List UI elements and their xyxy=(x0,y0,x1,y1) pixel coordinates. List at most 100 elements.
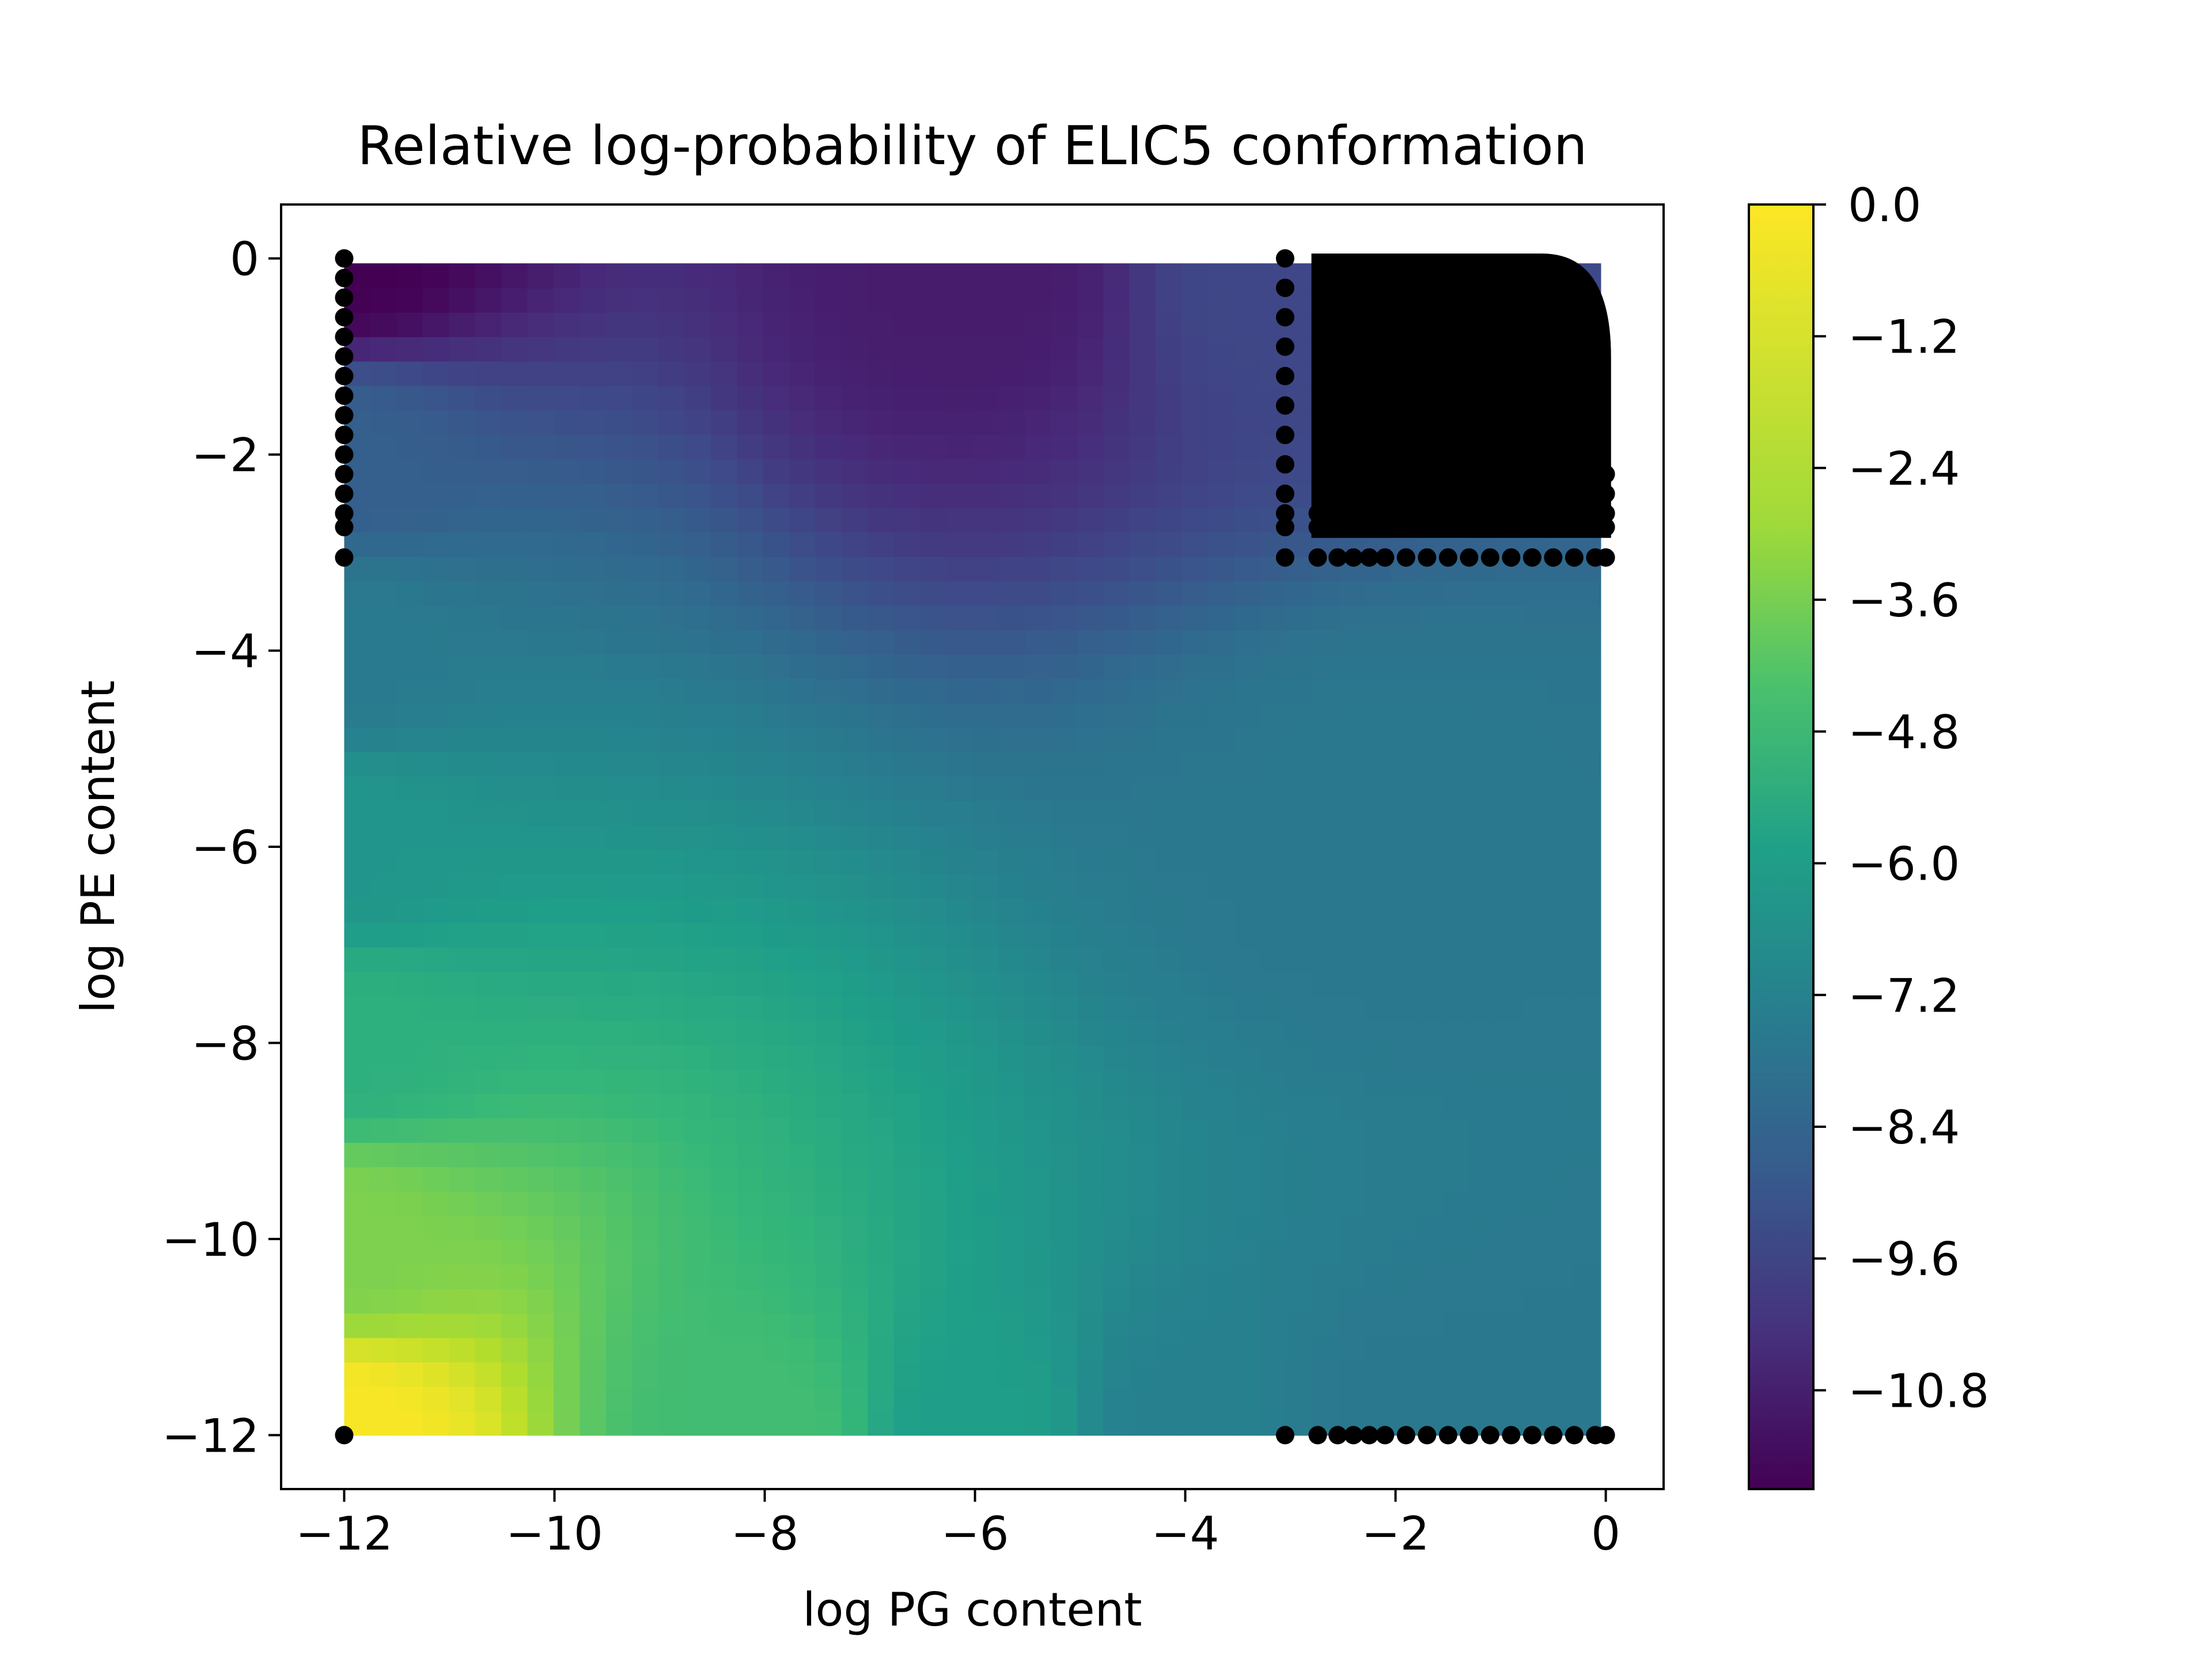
scatter-point xyxy=(1344,518,1363,537)
colorbar-tick-label: −10.8 xyxy=(1848,1364,1989,1418)
heatmap-cell xyxy=(1103,629,1130,655)
heatmap-cell xyxy=(893,1313,921,1338)
heatmap-cell xyxy=(789,1337,816,1363)
heatmap-cell xyxy=(998,1044,1025,1070)
heatmap-cell xyxy=(370,507,397,533)
heatmap-cell xyxy=(658,410,685,435)
heatmap-cell xyxy=(422,483,450,508)
heatmap-cell xyxy=(710,532,738,557)
heatmap-cell xyxy=(1548,1118,1575,1143)
heatmap-cell xyxy=(1024,849,1052,874)
heatmap-cell xyxy=(1522,629,1549,655)
heatmap-cell xyxy=(1103,1166,1130,1192)
heatmap-cell xyxy=(1417,1264,1444,1290)
heatmap-cell xyxy=(344,1289,371,1314)
heatmap-cell xyxy=(789,483,816,508)
heatmap-cell xyxy=(554,336,581,362)
heatmap-cell xyxy=(1077,410,1104,435)
heatmap-cell xyxy=(1207,1386,1235,1411)
heatmap-cell xyxy=(1443,1191,1471,1216)
heatmap-cell xyxy=(1260,922,1287,948)
heatmap-cell xyxy=(1469,1166,1497,1192)
heatmap-cell xyxy=(554,483,581,508)
heatmap-cell xyxy=(789,995,816,1021)
heatmap-cell xyxy=(1077,654,1104,679)
heatmap-cell xyxy=(422,1020,450,1046)
heatmap-cell xyxy=(1339,898,1366,923)
heatmap-cell xyxy=(1234,1337,1261,1363)
heatmap-cell xyxy=(1156,1240,1183,1265)
heatmap-cell xyxy=(1495,1142,1523,1168)
heatmap-cell xyxy=(396,361,423,387)
heatmap-cell xyxy=(998,800,1025,825)
heatmap-cell xyxy=(972,629,999,655)
heatmap-cell xyxy=(1234,336,1261,362)
heatmap-cell xyxy=(684,898,711,923)
heatmap-cell xyxy=(475,1093,502,1119)
heatmap-cell xyxy=(1495,922,1523,948)
heatmap-cell xyxy=(1103,776,1130,801)
heatmap-cell xyxy=(868,336,895,362)
heatmap-cell xyxy=(789,751,816,777)
heatmap-cell xyxy=(1207,800,1235,825)
heatmap-cell xyxy=(422,361,450,387)
heatmap-cell xyxy=(1495,849,1523,874)
heatmap-cell xyxy=(396,1093,423,1119)
heatmap-cell xyxy=(605,434,633,460)
heatmap-cell xyxy=(632,532,659,557)
heatmap-cell xyxy=(605,1240,633,1265)
heatmap-cell xyxy=(422,312,450,338)
heatmap-cell xyxy=(1443,1215,1471,1241)
heatmap-cell xyxy=(920,922,947,948)
heatmap-cell xyxy=(554,361,581,387)
heatmap-cell xyxy=(422,727,450,752)
heatmap-cell xyxy=(1365,1069,1392,1094)
heatmap-cell xyxy=(1024,361,1052,387)
heatmap-cell xyxy=(449,995,476,1021)
heatmap-cell xyxy=(1443,1093,1471,1119)
heatmap-cell xyxy=(1417,800,1444,825)
heatmap-cell xyxy=(422,385,450,411)
heatmap-cell xyxy=(920,824,947,850)
heatmap-cell xyxy=(605,702,633,728)
heatmap-cell xyxy=(1077,312,1104,338)
colorbar-tick-label: −8.4 xyxy=(1848,1101,1960,1154)
heatmap-cell xyxy=(998,1166,1025,1192)
heatmap-cell xyxy=(998,751,1025,777)
heatmap-cell xyxy=(527,1069,555,1094)
heatmap-cell xyxy=(1156,434,1183,460)
heatmap-cell xyxy=(501,629,528,655)
heatmap-cell xyxy=(763,361,790,387)
heatmap-cell xyxy=(1207,1118,1235,1143)
heatmap-cell xyxy=(1024,263,1052,289)
heatmap-cell xyxy=(1129,312,1157,338)
heatmap-cell xyxy=(632,1166,659,1192)
scatter-point xyxy=(1418,548,1437,567)
scatter-point xyxy=(1328,1426,1347,1445)
heatmap-cell xyxy=(1312,1191,1340,1216)
heatmap-cell xyxy=(737,1191,764,1216)
heatmap-cell xyxy=(1391,1020,1418,1046)
heatmap-cell xyxy=(658,1410,685,1436)
heatmap-cell xyxy=(449,287,476,313)
heatmap-cell xyxy=(1495,1313,1523,1338)
heatmap-cell xyxy=(1024,556,1052,582)
heatmap-cell xyxy=(737,824,764,850)
heatmap-cell xyxy=(868,605,895,630)
heatmap-cell xyxy=(815,898,842,923)
heatmap-cell xyxy=(1548,946,1575,972)
heatmap-cell xyxy=(579,654,607,679)
heatmap-cell xyxy=(1156,1386,1183,1411)
heatmap-cell xyxy=(1207,1337,1235,1363)
heatmap-cell xyxy=(527,556,555,582)
heatmap-cell xyxy=(1129,1069,1157,1094)
heatmap-cell xyxy=(1522,1044,1549,1070)
heatmap-cell xyxy=(1024,1337,1052,1363)
heatmap-cell xyxy=(1156,483,1183,508)
heatmap-cell xyxy=(1260,873,1287,899)
heatmap-cell xyxy=(946,1362,973,1387)
heatmap-cell xyxy=(475,849,502,874)
heatmap-cell xyxy=(554,605,581,630)
heatmap-cell xyxy=(422,532,450,557)
heatmap-cell xyxy=(632,1118,659,1143)
